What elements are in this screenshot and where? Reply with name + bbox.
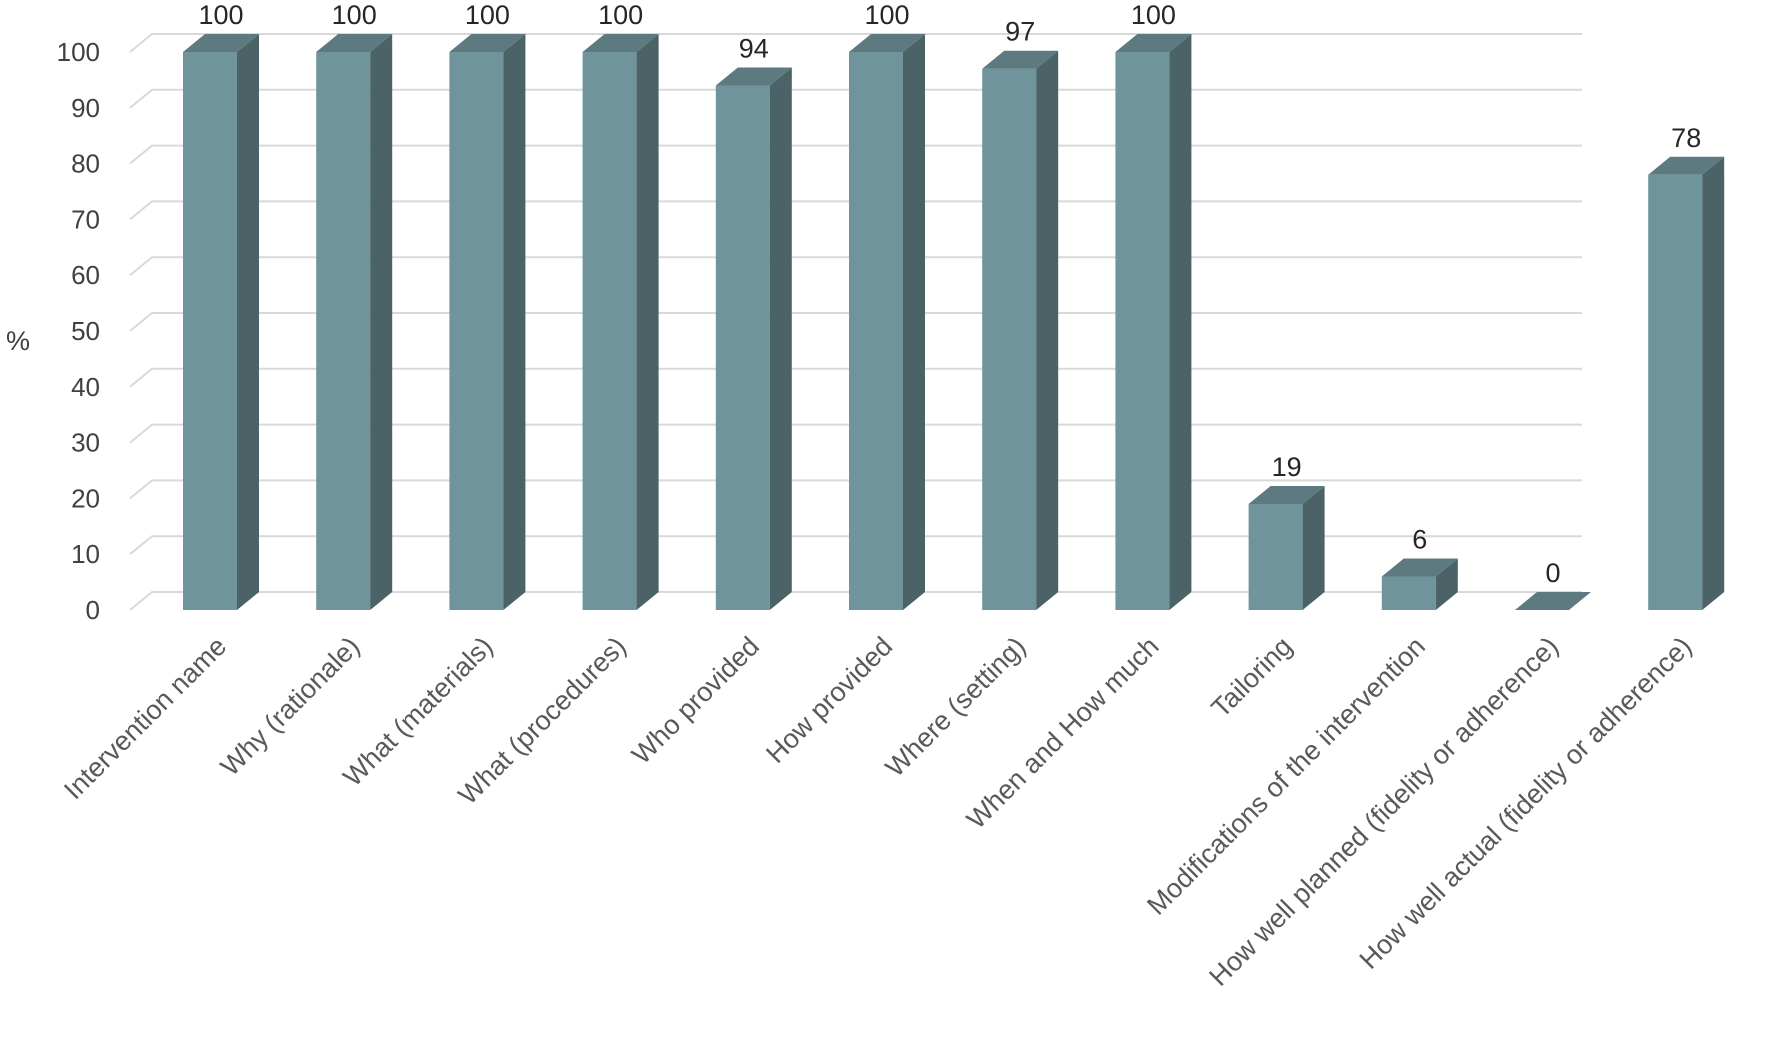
gridlines	[129, 33, 1582, 611]
gridline	[129, 367, 1582, 388]
bar-side	[636, 34, 659, 610]
bar-front	[449, 52, 504, 610]
category-label: Why (rationale)	[215, 631, 366, 782]
bar-side	[903, 34, 925, 610]
bar-front	[1115, 52, 1170, 610]
category-label: How provided	[760, 631, 898, 769]
gridline	[129, 144, 1582, 165]
category-label: Where (setting)	[880, 631, 1032, 783]
bar-top	[1648, 156, 1725, 175]
bar	[316, 34, 393, 610]
y-tick-label: 90	[71, 93, 100, 123]
data-label: 0	[1545, 558, 1560, 588]
bar-side	[769, 67, 792, 611]
bar-side	[1036, 50, 1059, 611]
bar-top	[1381, 558, 1458, 577]
y-tick-label: 60	[71, 260, 100, 290]
gridline	[129, 479, 1582, 500]
gridline	[129, 88, 1582, 109]
bar-side	[1302, 485, 1325, 610]
bar-top	[982, 50, 1059, 69]
y-axis-ticks: 0 10 20 30 40 50 60 70 80 90 100	[57, 37, 100, 625]
y-tick-label: 80	[71, 149, 100, 179]
data-label: 100	[198, 0, 243, 30]
data-label: 100	[465, 0, 510, 30]
bar	[1648, 156, 1725, 610]
bar-front	[183, 52, 237, 610]
bar-front	[982, 68, 1037, 611]
y-tick-label: 30	[71, 428, 100, 458]
data-label: 100	[864, 0, 909, 30]
bar-side	[370, 34, 393, 610]
bar-front	[1248, 503, 1303, 610]
bar-top	[849, 34, 925, 52]
gridline	[129, 312, 1582, 332]
data-label: 100	[1131, 0, 1176, 30]
gridline	[129, 535, 1582, 555]
data-label: 100	[598, 0, 643, 30]
gridline	[129, 33, 1582, 53]
gridline	[129, 591, 1582, 611]
category-label: Tailoring	[1206, 631, 1298, 723]
y-tick-label: 50	[71, 316, 100, 346]
data-label: 100	[332, 0, 377, 30]
gridline	[129, 423, 1582, 444]
data-label: 97	[1005, 17, 1035, 47]
category-label: Intervention name	[58, 631, 232, 805]
bar	[449, 34, 526, 610]
y-tick-label: 70	[71, 204, 100, 234]
bar-side	[1702, 156, 1725, 610]
bar-top	[715, 67, 792, 86]
bar-top	[1515, 592, 1591, 610]
bar-front	[582, 52, 637, 610]
y-axis-label: %	[6, 326, 30, 356]
bar-top	[1115, 34, 1192, 52]
bar-side	[237, 34, 259, 610]
bar	[1248, 485, 1325, 610]
bar-front	[849, 52, 903, 610]
bar-front	[1381, 576, 1436, 610]
data-label: 19	[1272, 452, 1302, 482]
gridline	[129, 200, 1582, 221]
y-tick-label: 0	[86, 595, 100, 625]
bar-front	[1648, 174, 1703, 610]
category-label: Modifications of the intervention	[1141, 631, 1431, 921]
gridline	[129, 256, 1582, 276]
bar	[582, 34, 659, 610]
data-label: 6	[1412, 525, 1427, 555]
bar	[849, 34, 925, 610]
bar-top	[582, 34, 659, 52]
y-tick-label: 20	[71, 483, 100, 513]
y-tick-label: 100	[57, 37, 100, 67]
data-labels: 100 100 100 100 94 100 97 100 19 6 0 78	[198, 0, 1701, 588]
bar	[1381, 558, 1458, 610]
bar	[982, 50, 1059, 611]
bar-top	[183, 34, 259, 52]
bars	[183, 34, 1725, 611]
bar	[715, 67, 792, 611]
bar-front	[316, 52, 371, 610]
category-label: Who provided	[626, 631, 765, 770]
data-label: 94	[739, 33, 769, 63]
y-tick-label: 40	[71, 372, 100, 402]
bar-top	[1248, 485, 1325, 504]
y-tick-label: 10	[71, 539, 100, 569]
bar-side	[503, 34, 526, 610]
bar-side	[1169, 34, 1192, 610]
bar	[183, 34, 259, 610]
bar-top	[449, 34, 526, 52]
bar-front	[715, 85, 770, 611]
data-label: 78	[1671, 123, 1701, 153]
bar	[1515, 592, 1591, 610]
bar	[1115, 34, 1192, 610]
bar-side	[1435, 558, 1458, 610]
bar-top	[316, 34, 393, 52]
